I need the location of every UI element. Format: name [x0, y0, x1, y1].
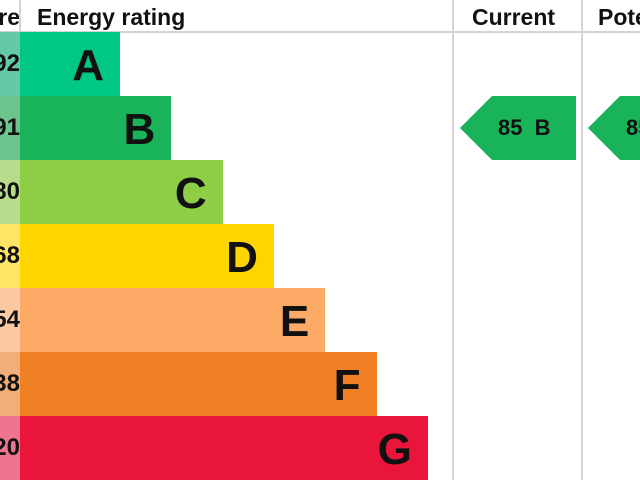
current-header: Current	[472, 4, 556, 30]
column-divider	[581, 0, 583, 480]
score-range-f: 21-38	[0, 352, 20, 416]
header-divider	[0, 31, 640, 33]
rating-bar-b: B	[20, 96, 172, 160]
rating-bar-f: F	[20, 352, 377, 416]
rating-bar-c: C	[20, 160, 223, 224]
potential-rating-arrow: 85 B	[588, 96, 640, 160]
score-header: Score	[0, 4, 20, 30]
score-range-e: 39-54	[0, 288, 20, 352]
rating-bar-a: A	[20, 32, 120, 96]
column-divider	[452, 0, 454, 480]
score-range-b: 81-91	[0, 96, 20, 160]
score-range-a: 92+	[0, 32, 20, 96]
energy-rating-header: Energy rating	[37, 4, 186, 30]
potential-header: Potential	[598, 4, 640, 30]
column-divider	[19, 0, 21, 32]
score-range-c: 69-80	[0, 160, 20, 224]
current-rating-label: 85 B	[498, 115, 551, 140]
rating-bar-e: E	[20, 288, 326, 352]
rating-bar-g: G	[20, 416, 428, 480]
score-range-g: 1-20	[0, 416, 20, 480]
score-range-d: 55-68	[0, 224, 20, 288]
potential-rating-label: 85 B	[626, 115, 640, 140]
current-rating-arrow: 85 B	[460, 96, 576, 160]
rating-bar-d: D	[20, 224, 274, 288]
